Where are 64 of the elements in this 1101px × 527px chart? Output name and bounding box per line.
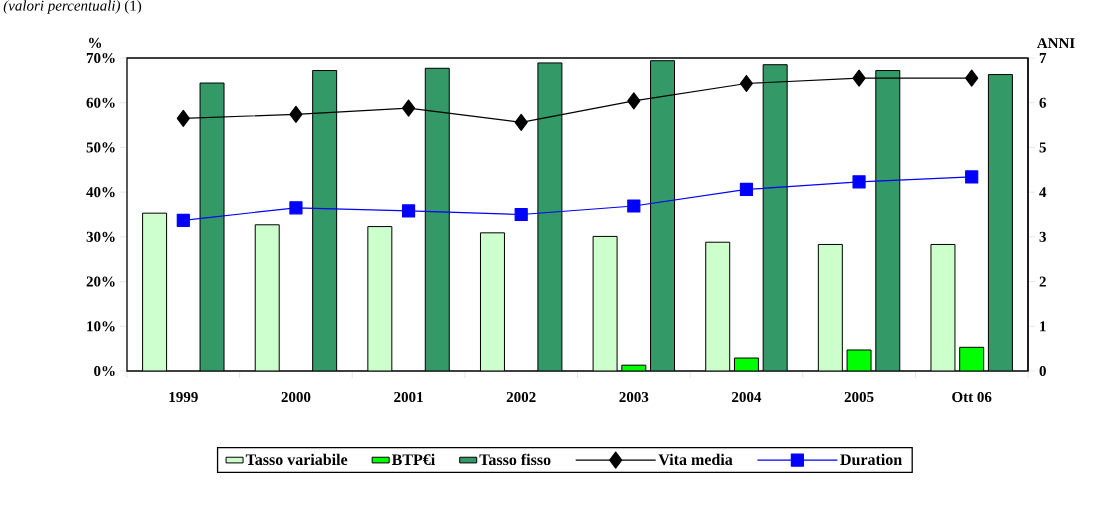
bar [930,243,956,371]
y-tick-label: 20% [86,276,115,287]
bar [367,226,393,371]
bar [254,224,280,371]
x-tick-label: 2001 [394,391,423,403]
legend-label: Tasso variabile [245,453,348,466]
bar [875,70,901,371]
y-tick-label: 10% [87,321,115,332]
bar [537,62,563,371]
legend-label: Vita media [658,453,733,466]
bar [142,212,168,371]
y-tick-label: 40% [86,187,115,198]
bar [762,64,788,371]
y-tick-label: 30% [86,231,115,242]
y2-tick-label: 3 [1039,231,1046,242]
y-tick-label: 0% [94,365,115,377]
x-tick-label: 2004 [732,391,762,403]
bar [479,232,505,371]
point [514,207,528,222]
point [514,113,528,131]
y2-tick-label: 7 [1039,53,1047,63]
point [401,99,416,117]
point [289,201,303,215]
y2-tick-label: 6 [1039,97,1047,108]
y-tick-label: 70% [86,52,115,64]
y-tick-label: 50% [86,142,115,153]
y-tick-label: 60% [86,97,115,108]
y-axis-title: % [89,37,102,49]
point [965,170,979,184]
bar [199,82,225,371]
legend-label: BTP€i [391,453,435,466]
x-tick-label: 2005 [844,391,874,403]
bar [650,60,676,371]
x-tick-label: 2000 [281,391,311,403]
point [176,213,190,227]
x-tick-label: 1999 [169,391,198,403]
legend-label: Tasso fisso [479,453,551,466]
point [401,204,416,218]
point [739,182,754,197]
chart-title: (valori percentuali) (1) [3,0,142,14]
y2-tick-label: 1 [1040,321,1046,332]
bar [424,67,450,371]
point [852,175,866,189]
point [627,92,641,110]
y2-tick-label: 2 [1039,276,1046,287]
point [852,69,866,87]
point [627,199,641,213]
bar [312,70,338,371]
bar [705,241,731,371]
y2-tick-label: 0 [1039,365,1046,377]
x-tick-label: Ott 06 [952,391,992,403]
bar [817,243,843,371]
point [289,105,303,123]
point [965,69,979,87]
x-tick-label: 2002 [506,391,536,403]
bar [987,74,1013,371]
y2-tick-label: 5 [1039,142,1046,153]
y2-tick-label: 4 [1039,187,1047,198]
legend-label: Duration [840,453,902,466]
y2-axis-title: ANNI [1036,38,1075,49]
point [739,74,754,93]
bar [592,235,618,371]
point [176,109,190,127]
x-tick-label: 2003 [619,391,649,403]
